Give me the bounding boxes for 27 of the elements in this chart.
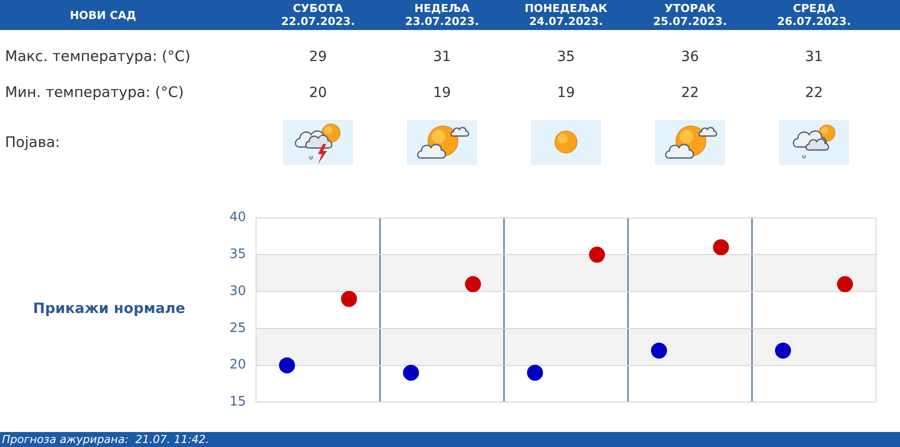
text: УТОРАК 25.07.2023. xyxy=(652,2,728,28)
y-tick-label: 25 xyxy=(229,320,246,336)
text: НОВИ САД xyxy=(68,9,138,24)
y-tick-label: 30 xyxy=(229,284,246,299)
y-tick-label: 40 xyxy=(229,210,246,226)
data-label: 35 xyxy=(556,48,576,66)
text: НЕДЕЉА 23.07.2023. xyxy=(404,2,480,28)
data-label: 31 xyxy=(432,48,452,66)
data-label: 19 xyxy=(556,84,576,102)
y-tick-label: 20 xyxy=(229,358,246,373)
text: Прогноза ажурирана: 21.07. 11:42. xyxy=(2,432,210,447)
y-tick-label: 15 xyxy=(229,394,246,410)
data-label: 29 xyxy=(308,48,328,66)
text: СУБОТА 22.07.2023. xyxy=(280,2,356,28)
text: Прикажи нормале xyxy=(33,300,186,318)
text: СРЕДА 26.07.2023. xyxy=(776,2,852,28)
text: Макс. температура: (°C) xyxy=(5,48,190,66)
data-label: 31 xyxy=(804,48,824,66)
data-label: 20 xyxy=(308,84,328,102)
text: Мин. температура: (°C) xyxy=(5,84,184,102)
data-label: 22 xyxy=(680,84,700,102)
data-label: 22 xyxy=(804,84,824,102)
y-tick-label: 35 xyxy=(229,247,246,262)
text: Појава: xyxy=(5,134,60,152)
text: ПОНЕДЕЉАК 24.07.2023. xyxy=(524,2,608,28)
data-label: 36 xyxy=(680,48,700,66)
data-label: 19 xyxy=(432,84,452,102)
